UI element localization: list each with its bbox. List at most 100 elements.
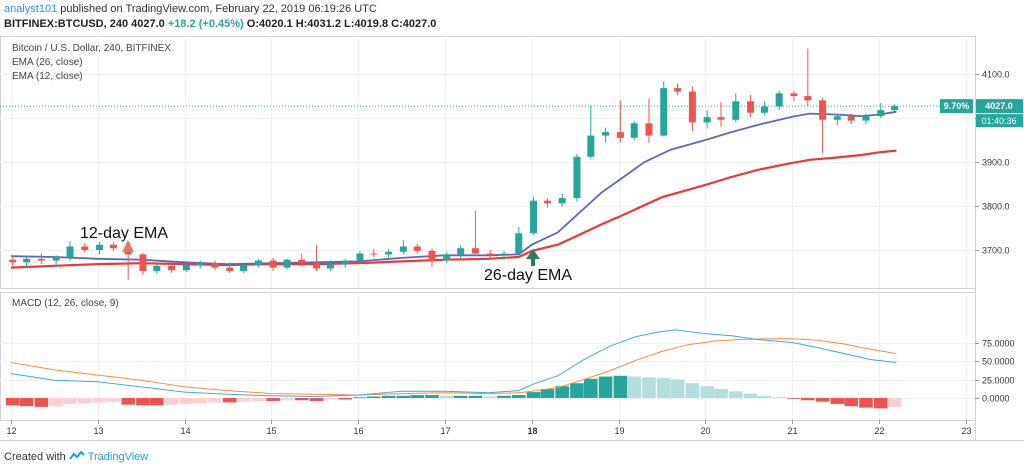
candle-body <box>573 156 581 199</box>
candle <box>616 100 624 143</box>
candle-body <box>877 110 885 117</box>
x-tick-label: 19 <box>614 426 624 436</box>
candle-body <box>515 233 523 254</box>
candle-body <box>833 116 841 120</box>
histogram-bar <box>757 395 772 398</box>
footer-brand[interactable]: TradingView <box>87 451 149 463</box>
candle <box>573 154 581 202</box>
histogram-bar <box>92 398 107 403</box>
tradingview-logo-icon <box>69 450 85 460</box>
histogram-bar <box>19 398 34 407</box>
candle <box>211 260 219 271</box>
candle <box>515 227 523 255</box>
candle <box>37 253 45 265</box>
candle <box>732 93 740 123</box>
x-tick-label: 22 <box>874 426 884 436</box>
histogram-bar <box>266 398 280 401</box>
candle-body <box>587 135 595 157</box>
candle <box>341 258 349 268</box>
candle <box>443 251 451 264</box>
histogram-bar <box>164 398 179 405</box>
candle-body <box>9 259 17 263</box>
histogram-bar <box>294 398 309 401</box>
candle-body <box>356 253 364 261</box>
candle-body <box>674 88 682 92</box>
x-tick-label: 14 <box>180 426 190 436</box>
histogram-bar <box>468 395 483 398</box>
candle-body <box>790 93 798 96</box>
candle-body <box>52 257 60 261</box>
macd-histogram <box>5 375 902 409</box>
candle-body <box>413 246 421 251</box>
candle-body <box>747 101 755 113</box>
candle-body <box>313 263 321 269</box>
candle-body <box>732 101 740 120</box>
candle-body <box>558 198 566 204</box>
candle <box>717 102 725 127</box>
candle-body <box>182 264 190 271</box>
grid-lines: 12 13 14 15 16 17 18 19 20 21 22 23 3700.0 3800.0 3900… <box>0 36 1015 436</box>
histogram-bar <box>483 396 497 398</box>
histogram-bar <box>844 398 859 407</box>
histogram-bar <box>439 395 454 398</box>
candle-body <box>326 264 334 269</box>
legend-ema12[interactable]: EMA (12, close) <box>12 71 83 82</box>
candle-body <box>96 244 104 250</box>
candle-body <box>399 246 407 252</box>
legend-ema26[interactable]: EMA (26, close) <box>12 57 83 68</box>
ema26-arrow-icon <box>526 249 540 266</box>
candle <box>326 260 334 272</box>
histogram-bar <box>280 398 294 401</box>
histogram-bar <box>77 398 92 404</box>
price-tick-label: 3700.0 <box>982 246 1010 256</box>
candle-body <box>168 265 176 271</box>
histogram-bar <box>700 386 714 398</box>
candle <box>413 243 421 254</box>
histogram-bar <box>859 398 873 408</box>
candle-body <box>23 258 31 263</box>
candle <box>385 249 393 259</box>
candle-body <box>226 267 234 272</box>
candle <box>66 241 74 261</box>
macd-tick-label: 25.0000 <box>982 376 1015 386</box>
histogram-bar <box>772 397 786 399</box>
x-tick-label: 16 <box>353 426 363 436</box>
candle <box>760 101 768 116</box>
candle-body <box>804 96 812 101</box>
candle <box>602 127 610 143</box>
histogram-bar <box>815 398 830 402</box>
candle <box>674 83 682 96</box>
candle <box>52 255 60 266</box>
candle <box>804 48 812 107</box>
ema26-line <box>10 149 897 269</box>
histogram-bar <box>5 398 20 406</box>
histogram-bar <box>63 398 77 404</box>
x-tick-label: 13 <box>93 426 103 436</box>
legend-macd[interactable]: MACD (12, 26, close, 9) <box>12 298 119 309</box>
histogram-bar <box>497 395 511 398</box>
histogram-bar <box>34 398 49 407</box>
candle-body <box>139 254 147 272</box>
ohlc-high: H:4031.2 <box>295 18 341 30</box>
candle-body <box>283 259 291 268</box>
candle-body <box>717 117 725 120</box>
macd-tick-label: 75.0000 <box>982 339 1015 349</box>
candle <box>313 244 321 272</box>
candle-body <box>298 259 306 264</box>
footer-created: Created with <box>4 451 66 463</box>
candle-body <box>254 260 262 265</box>
histogram-bar <box>656 378 671 398</box>
x-tick-label: 23 <box>961 426 971 436</box>
histogram-bar <box>555 386 569 398</box>
candle-body <box>341 260 349 265</box>
candle-body <box>862 116 870 121</box>
candle-body <box>240 264 248 272</box>
author-name[interactable]: analyst101 <box>4 3 58 15</box>
candle <box>500 250 508 260</box>
ema26-annotation: 26-day EMA <box>484 267 572 284</box>
histogram-bar <box>642 377 656 398</box>
candle <box>471 210 479 257</box>
histogram-bar <box>570 383 584 398</box>
histogram-bar <box>338 398 352 400</box>
